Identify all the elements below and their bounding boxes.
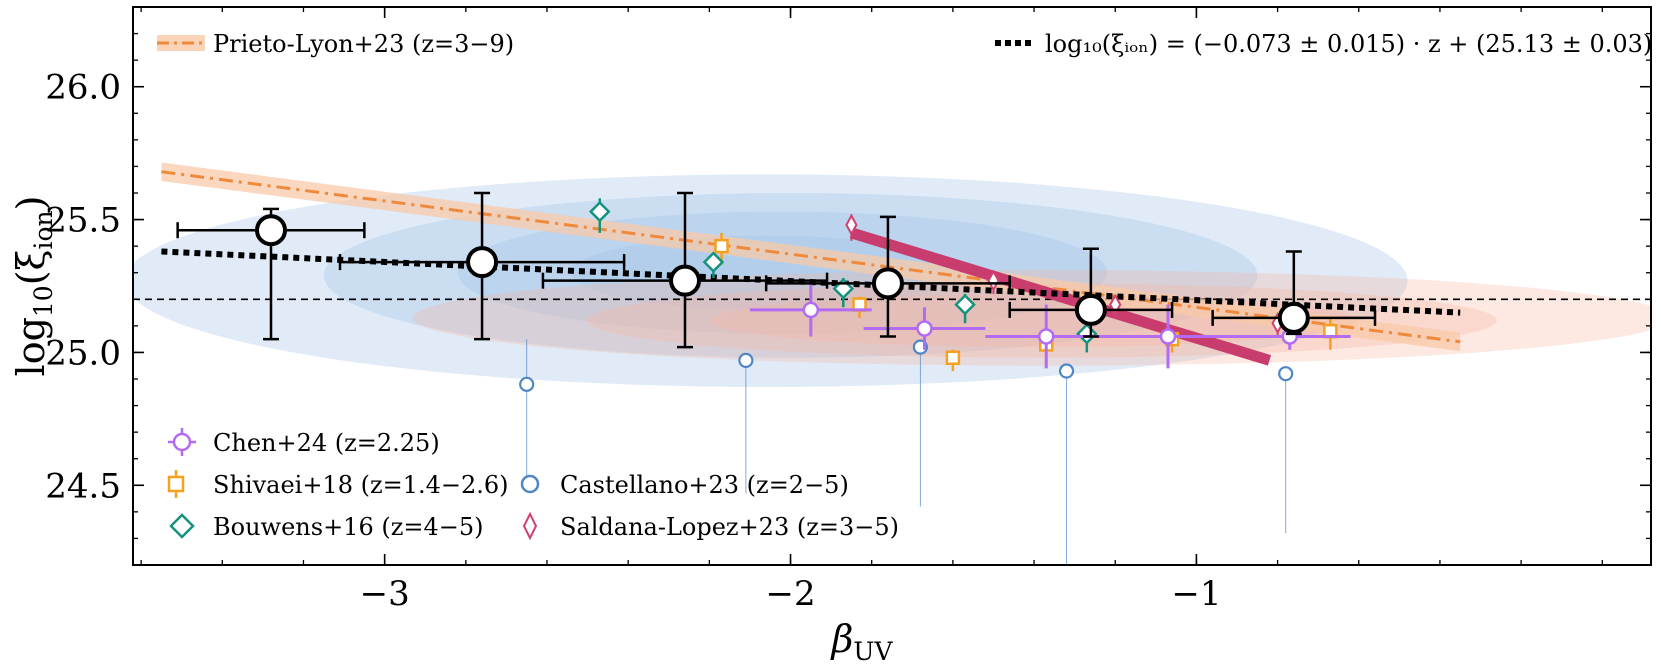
legend-top-left: Prieto-Lyon+23 (z=3−9) [157,30,514,58]
magenta-fit-line [849,227,1272,366]
legend-chen24: Chen+24 (z=2.25) [168,428,440,457]
y-tick-label: 26.0 [45,68,121,108]
chen-point [1037,328,1055,345]
bouwens-point [702,251,725,273]
binned-point [1277,301,1310,334]
binned-point [1074,293,1107,326]
shivaei-point [714,238,729,254]
legend-bouwens16-marker [169,513,195,539]
bouwens-point [954,293,976,316]
bouwens-point [588,200,611,223]
legend-prieto-band [157,35,205,51]
legend-shivaei18-marker [167,475,185,493]
red-contour-0 [413,270,1651,366]
legend-castellano23-label: Castellano+23 (z=2−5) [560,471,849,499]
saldana-point [845,213,858,236]
binned-point [669,264,701,297]
shivaei-point [945,350,961,365]
castellano-point [1058,363,1075,379]
legend-chen24-marker [172,432,192,452]
y-axis-title: log10(ξion) [9,196,58,377]
legend-saldana23-label: Saldana-Lopez+23 (z=3−5) [560,513,899,541]
legend-bouwens16-label: Bouwens+16 (z=4−5) [213,513,483,541]
castellano-point [1278,366,1294,382]
castellano-point [738,352,754,368]
plot-frame [132,6,1652,566]
legend-bottom: Chen+24 (z=2.25) Shivaei+18 (z=1.4−2.6) … [167,428,899,541]
density-contours [133,174,1651,387]
x-axis-title: βUV [829,617,893,664]
x-tick-label: −1 [1171,574,1221,614]
legend-chen24-label: Chen+24 (z=2.25) [213,429,440,457]
red-contour-1 [587,283,1497,358]
chen-point [1159,328,1177,345]
legend-top-right: log₁₀(ξᵢₒₙ) = (−0.073 ± 0.015) · z + (25… [995,30,1652,58]
y-tick-label: 25.5 [45,201,121,241]
castellano-point [519,376,535,392]
legend-saldana23: Saldana-Lopez+23 (z=3−5) [522,511,899,541]
x-tick-label: −3 [360,574,410,614]
legend-castellano23-marker [520,474,540,494]
binned-point [871,267,904,300]
legend-fit-label: log₁₀(ξᵢₒₙ) = (−0.073 ± 0.015) · z + (25… [1045,30,1652,58]
blue-contour-1 [323,193,1258,358]
legend-bouwens16: Bouwens+16 (z=4−5) [169,513,483,541]
binned-point [466,246,499,279]
legend-shivaei18: Shivaei+18 (z=1.4−2.6) [167,470,509,499]
data-points [176,191,1377,565]
prieto-lyon-band [161,162,1461,352]
fit-lines [133,162,1651,366]
legend-shivaei18-label: Shivaei+18 (z=1.4−2.6) [213,471,509,499]
blue-contour-3 [571,235,961,310]
saldana-point [987,269,1000,292]
y-tick-label: 25.0 [45,333,121,373]
fit-line [161,248,1461,316]
legend-castellano23: Castellano+23 (z=2−5) [520,471,849,499]
blue-contour-2 [457,211,1108,334]
axis-ticks: −3 −2 −1 24.5 25.0 25.5 26.0 [45,6,1651,614]
chen-point [916,320,933,337]
y-tick-label: 24.5 [45,466,121,506]
x-tick-label: −2 [765,574,815,614]
legend-prieto-label: Prieto-Lyon+23 (z=3−9) [213,30,514,58]
binned-point [255,214,287,247]
legend-saldana23-marker [522,511,538,541]
chen-point [802,301,820,319]
